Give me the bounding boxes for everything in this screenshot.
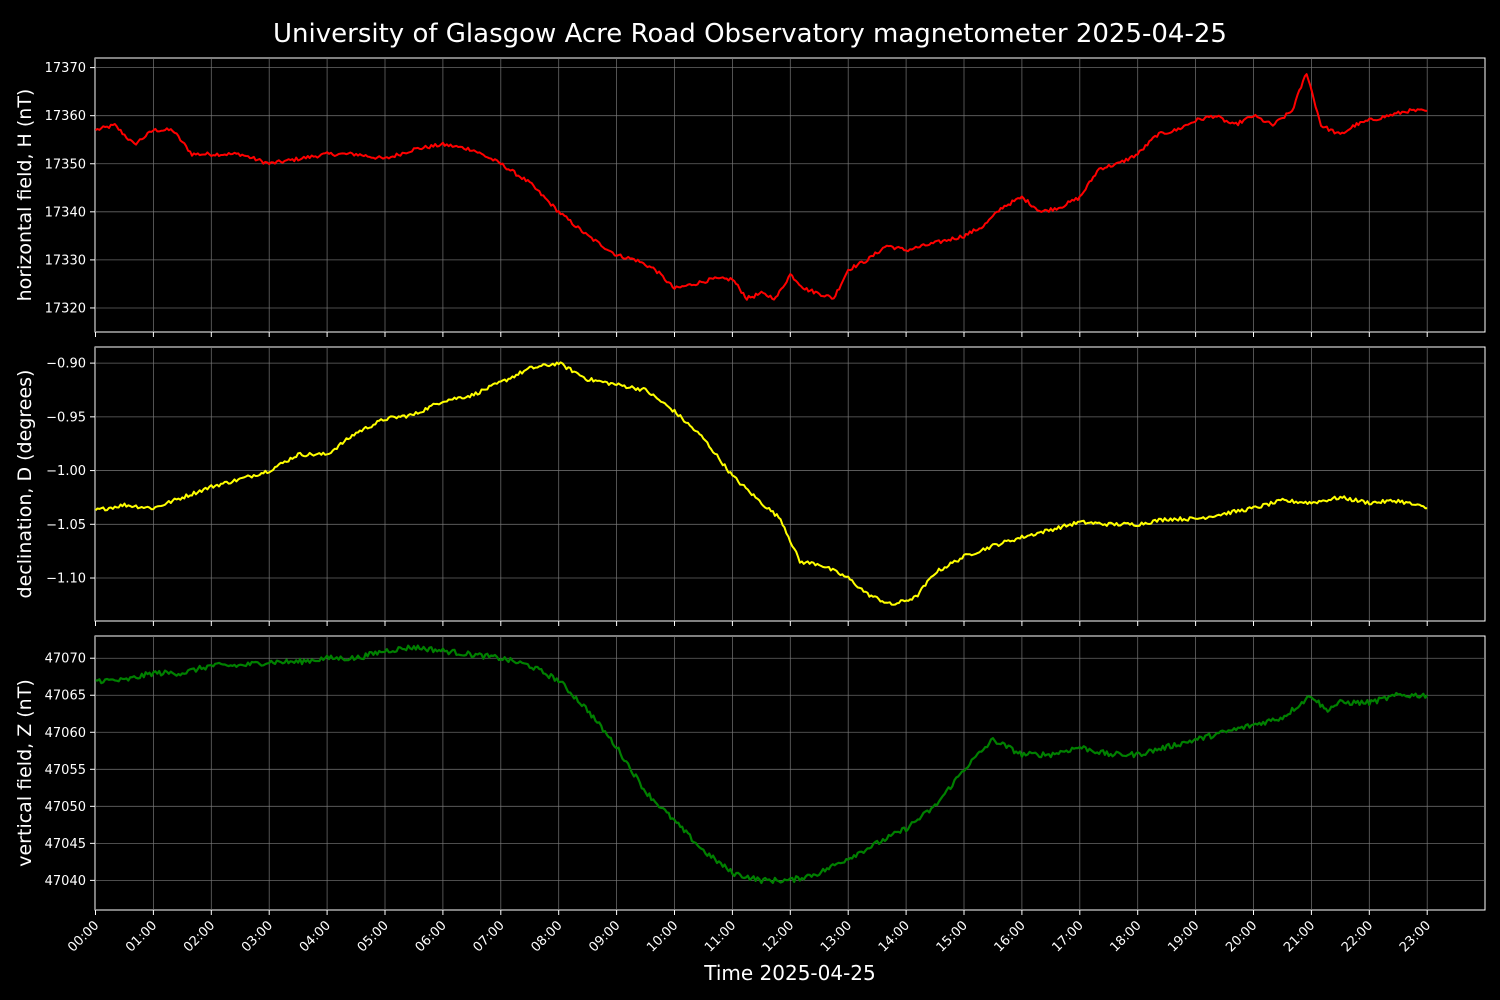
- y-tick-label: 17360: [45, 109, 86, 124]
- y-tick-label: 47065: [45, 689, 86, 704]
- x-tick-label: 16:00: [992, 918, 1029, 955]
- series-line: [94, 73, 1428, 301]
- x-tick-label: 23:00: [1397, 918, 1434, 955]
- chart-panels: 17320 17330 17340 17350 17360 17370 horizontal…: [14, 57, 1486, 955]
- x-tick-label: 11:00: [702, 918, 739, 955]
- x-tick-label: 13:00: [818, 918, 855, 955]
- y-tick-label: 17330: [45, 253, 86, 268]
- y-tick-label: 17370: [45, 61, 86, 76]
- x-tick-label: 15:00: [934, 918, 971, 955]
- y-tick-label: 47045: [45, 837, 86, 852]
- x-tick-label: 06:00: [413, 918, 450, 955]
- x-axis-label: Time 2025-04-25: [703, 961, 876, 985]
- y-tick-label: 17340: [45, 205, 86, 220]
- y-tick-label: 47070: [45, 652, 86, 667]
- y-tick-label: −1.10: [46, 572, 86, 587]
- x-tick-label: 17:00: [1050, 918, 1087, 955]
- y-tick-label: 47060: [45, 726, 86, 741]
- y-tick-label: −1.05: [46, 518, 86, 533]
- x-tick-label: 04:00: [297, 918, 334, 955]
- series-line: [95, 644, 1429, 885]
- panel-1: 17320 17330 17340 17350 17360 17370 horizontal…: [14, 57, 1486, 337]
- y-axis-label: horizontal field, H (nT): [14, 89, 36, 302]
- x-tick-label: 21:00: [1281, 918, 1318, 955]
- x-tick-label: 10:00: [644, 918, 681, 955]
- x-tick-label: 09:00: [586, 918, 623, 955]
- x-tick-label: 03:00: [239, 918, 276, 955]
- y-axis-label: declination, D (degrees): [14, 370, 36, 599]
- y-tick-label: 17350: [45, 157, 86, 172]
- x-tick-label: 22:00: [1339, 918, 1376, 955]
- x-tick-label: 18:00: [1107, 918, 1144, 955]
- x-tick-label: 02:00: [181, 918, 218, 955]
- x-tick-label: 00:00: [65, 918, 102, 955]
- x-tick-label: 12:00: [760, 918, 797, 955]
- x-tick-label: 20:00: [1223, 918, 1260, 955]
- x-tick-label: 01:00: [123, 918, 160, 955]
- x-tick-label: 08:00: [528, 918, 565, 955]
- x-tick-label: 19:00: [1165, 918, 1202, 955]
- y-axis-label: vertical field, Z (nT): [14, 679, 36, 867]
- y-tick-label: −0.95: [46, 410, 86, 425]
- y-tick-label: −1.00: [46, 464, 86, 479]
- chart-title: University of Glasgow Acre Road Observat…: [273, 19, 1227, 49]
- panel-2: −1.10 −1.05 −1.00 −0.95 −0.90 declination, D …: [14, 346, 1486, 626]
- x-tick-label: 14:00: [876, 918, 913, 955]
- y-tick-label: −0.90: [46, 357, 86, 372]
- y-tick-label: 47050: [45, 800, 86, 815]
- y-tick-label: 47055: [45, 763, 86, 778]
- series-line: [94, 361, 1428, 606]
- y-tick-label: 17320: [45, 301, 86, 316]
- panel-3: 47040 47045 47050 47055 47060 47065 47070 verti…: [14, 635, 1486, 915]
- x-tick-label: 05:00: [355, 918, 392, 955]
- x-tick-label: 07:00: [471, 918, 508, 955]
- y-tick-label: 47040: [45, 874, 86, 889]
